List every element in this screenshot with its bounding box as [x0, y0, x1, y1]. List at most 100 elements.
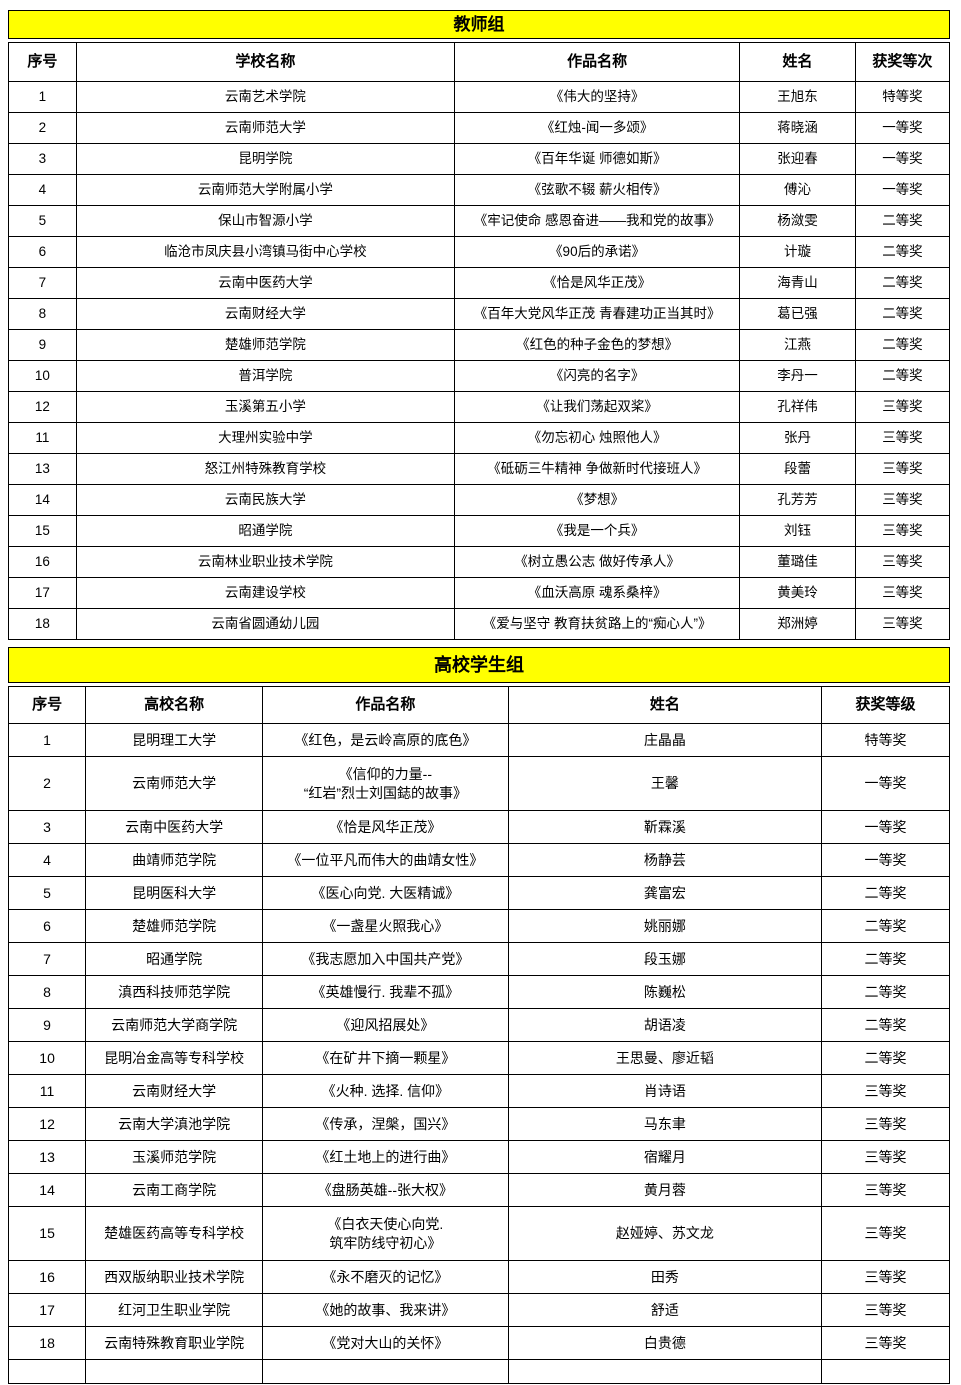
table-cell: 楚雄师范学院 [75, 329, 456, 361]
table-cell [262, 1359, 509, 1384]
table-row: 18 云南省圆通幼儿园 《爱与坚守 教育扶贫路上的“痴心人”》 郑洲婷 三等奖 [8, 608, 951, 640]
table-cell: 特等奖 [821, 723, 950, 757]
table-cell: 三等奖 [821, 1074, 950, 1108]
table-cell: 大理州实验中学 [75, 422, 456, 454]
table-cell: 《树立愚公志 做好传承人》 [454, 546, 741, 578]
table-row: 12 玉溪第五小学 《让我们荡起双桨》 孔祥伟 三等奖 [8, 391, 951, 423]
table-row: 12 云南大学滇池学院 《传承，涅槃，国兴》 马东聿 三等奖 [7, 1107, 950, 1141]
table-cell: 西双版纳职业技术学院 [85, 1260, 264, 1294]
table-cell: 《我是一个兵》 [454, 515, 741, 547]
table-cell: 《梦想》 [454, 484, 741, 516]
table-cell: 云南师范大学附属小学 [75, 174, 456, 206]
table-cell: 云南财经大学 [85, 1074, 264, 1108]
table-cell: 8 [8, 298, 77, 330]
table-cell: 昆明理工大学 [85, 723, 264, 757]
table-cell: 《血沃高原 魂系桑梓》 [454, 577, 741, 609]
table-cell: 普洱学院 [75, 360, 456, 392]
table-cell: 二等奖 [821, 942, 950, 976]
table-row: 9 云南师范大学商学院 《迎风招展处》 胡语凌 二等奖 [7, 1008, 950, 1042]
table-cell: 14 [8, 484, 77, 516]
table-cell: 《90后的承诺》 [454, 236, 741, 268]
table-cell: 云南大学滇池学院 [85, 1107, 264, 1141]
table-cell: 《勿忘初心 烛照他人》 [454, 422, 741, 454]
table-row: 3 云南中医药大学 《恰是风华正茂》 靳霖溪 一等奖 [7, 810, 950, 844]
table-row: 6 临沧市凤庆县小湾镇马街中心学校 《90后的承诺》 计璇 二等奖 [8, 236, 951, 268]
table-cell: 段玉娜 [507, 942, 823, 976]
table-cell: 马东聿 [507, 1107, 823, 1141]
table-cell: 《英雄慢行. 我辈不孤》 [262, 975, 509, 1009]
table-cell: 云南林业职业技术学院 [75, 546, 456, 578]
table-cell: 曲靖师范学院 [85, 843, 264, 877]
table-cell: 二等奖 [821, 1008, 950, 1042]
table-cell: 陈巍松 [507, 975, 823, 1009]
table-cell: 6 [7, 909, 87, 943]
table-cell: 《红色的种子金色的梦想》 [454, 329, 741, 361]
table-cell: 三等奖 [821, 1173, 950, 1207]
header-row: 序号 高校名称 作品名称 姓名 获奖等级 [7, 686, 950, 724]
table-cell: 三等奖 [854, 577, 951, 609]
table-cell: 昭通学院 [85, 942, 264, 976]
table-cell: 龚富宏 [507, 876, 823, 910]
table-cell: 一等奖 [821, 756, 950, 811]
table-row: 10 昆明冶金高等专科学校 《在矿井下摘一颗星》 王思曼、廖近韬 二等奖 [7, 1041, 950, 1075]
table-cell: 6 [8, 236, 77, 268]
table-cell: 10 [7, 1041, 87, 1075]
table-cell: 胡语凌 [507, 1008, 823, 1042]
table-cell: 7 [7, 942, 87, 976]
table-cell: 二等奖 [854, 329, 951, 361]
table-cell: 云南师范大学 [85, 756, 264, 811]
table-cell: 二等奖 [821, 975, 950, 1009]
table-row: 2 云南师范大学 《红烛-闻一多颂》 蒋晓涵 一等奖 [8, 112, 951, 144]
table-cell: 临沧市凤庆县小湾镇马街中心学校 [75, 236, 456, 268]
table-cell: 一等奖 [821, 843, 950, 877]
table-cell: 云南中医药大学 [85, 810, 264, 844]
table-cell: 三等奖 [854, 391, 951, 423]
table-cell: 孔芳芳 [739, 484, 856, 516]
table-cell: 3 [7, 810, 87, 844]
table-row: 2 云南师范大学 《信仰的力量-- “红岩”烈士刘国鋕的故事》 王馨 一等奖 [7, 756, 950, 811]
table-row: 15 楚雄医药高等专科学校 《白衣天使心向党. 筑牢防线守初心》 赵娅婷、苏文龙 三等奖 [7, 1206, 950, 1261]
column-header: 姓名 [739, 42, 856, 82]
table-cell: 1 [8, 81, 77, 113]
table-cell: 16 [8, 546, 77, 578]
table-cell: 17 [8, 577, 77, 609]
table-cell: 18 [7, 1326, 87, 1360]
table-cell: 3 [8, 143, 77, 175]
table-row: 13 玉溪师范学院 《红土地上的进行曲》 宿耀月 三等奖 [7, 1140, 950, 1174]
table-cell: 云南特殊教育职业学院 [85, 1326, 264, 1360]
table-cell: 《一盏星火照我心》 [262, 909, 509, 943]
table-cell: 《百年大党风华正茂 青春建功正当其时》 [454, 298, 741, 330]
table-row: 8 云南财经大学 《百年大党风华正茂 青春建功正当其时》 葛已强 二等奖 [8, 298, 951, 330]
table-cell: 三等奖 [821, 1293, 950, 1327]
table-cell: 《砥砺三牛精神 争做新时代接班人》 [454, 453, 741, 485]
table-cell: 王旭东 [739, 81, 856, 113]
column-header: 作品名称 [454, 42, 741, 82]
table-cell: 《红土地上的进行曲》 [262, 1140, 509, 1174]
table-cell: 宿耀月 [507, 1140, 823, 1174]
table-cell: 一等奖 [854, 143, 951, 175]
table-cell: 2 [7, 756, 87, 811]
table-cell: 三等奖 [854, 608, 951, 640]
table-cell: 王思曼、廖近韬 [507, 1041, 823, 1075]
table-cell: 《信仰的力量-- “红岩”烈士刘国鋕的故事》 [262, 756, 509, 811]
table-cell: 张迎春 [739, 143, 856, 175]
table-cell: 4 [7, 843, 87, 877]
table-cell [507, 1359, 823, 1384]
column-header: 作品名称 [262, 686, 509, 724]
table-row: 17 云南建设学校 《血沃高原 魂系桑梓》 黄美玲 三等奖 [8, 577, 951, 609]
table-cell: 7 [8, 267, 77, 299]
table-cell: 9 [8, 329, 77, 361]
table-row: 18 云南特殊教育职业学院 《党对大山的关怀》 白贵德 三等奖 [7, 1326, 950, 1360]
table-cell: 肖诗语 [507, 1074, 823, 1108]
table-cell: 《恰是风华正茂》 [262, 810, 509, 844]
column-header: 学校名称 [75, 42, 456, 82]
table-cell: 10 [8, 360, 77, 392]
table-cell: 二等奖 [854, 360, 951, 392]
table-cell [7, 1359, 87, 1384]
table-cell: 楚雄师范学院 [85, 909, 264, 943]
table-cell: 2 [8, 112, 77, 144]
column-header: 获奖等次 [854, 42, 951, 82]
table-cell: 二等奖 [854, 298, 951, 330]
table-cell: 楚雄医药高等专科学校 [85, 1206, 264, 1261]
table-cell: 蒋晓涵 [739, 112, 856, 144]
